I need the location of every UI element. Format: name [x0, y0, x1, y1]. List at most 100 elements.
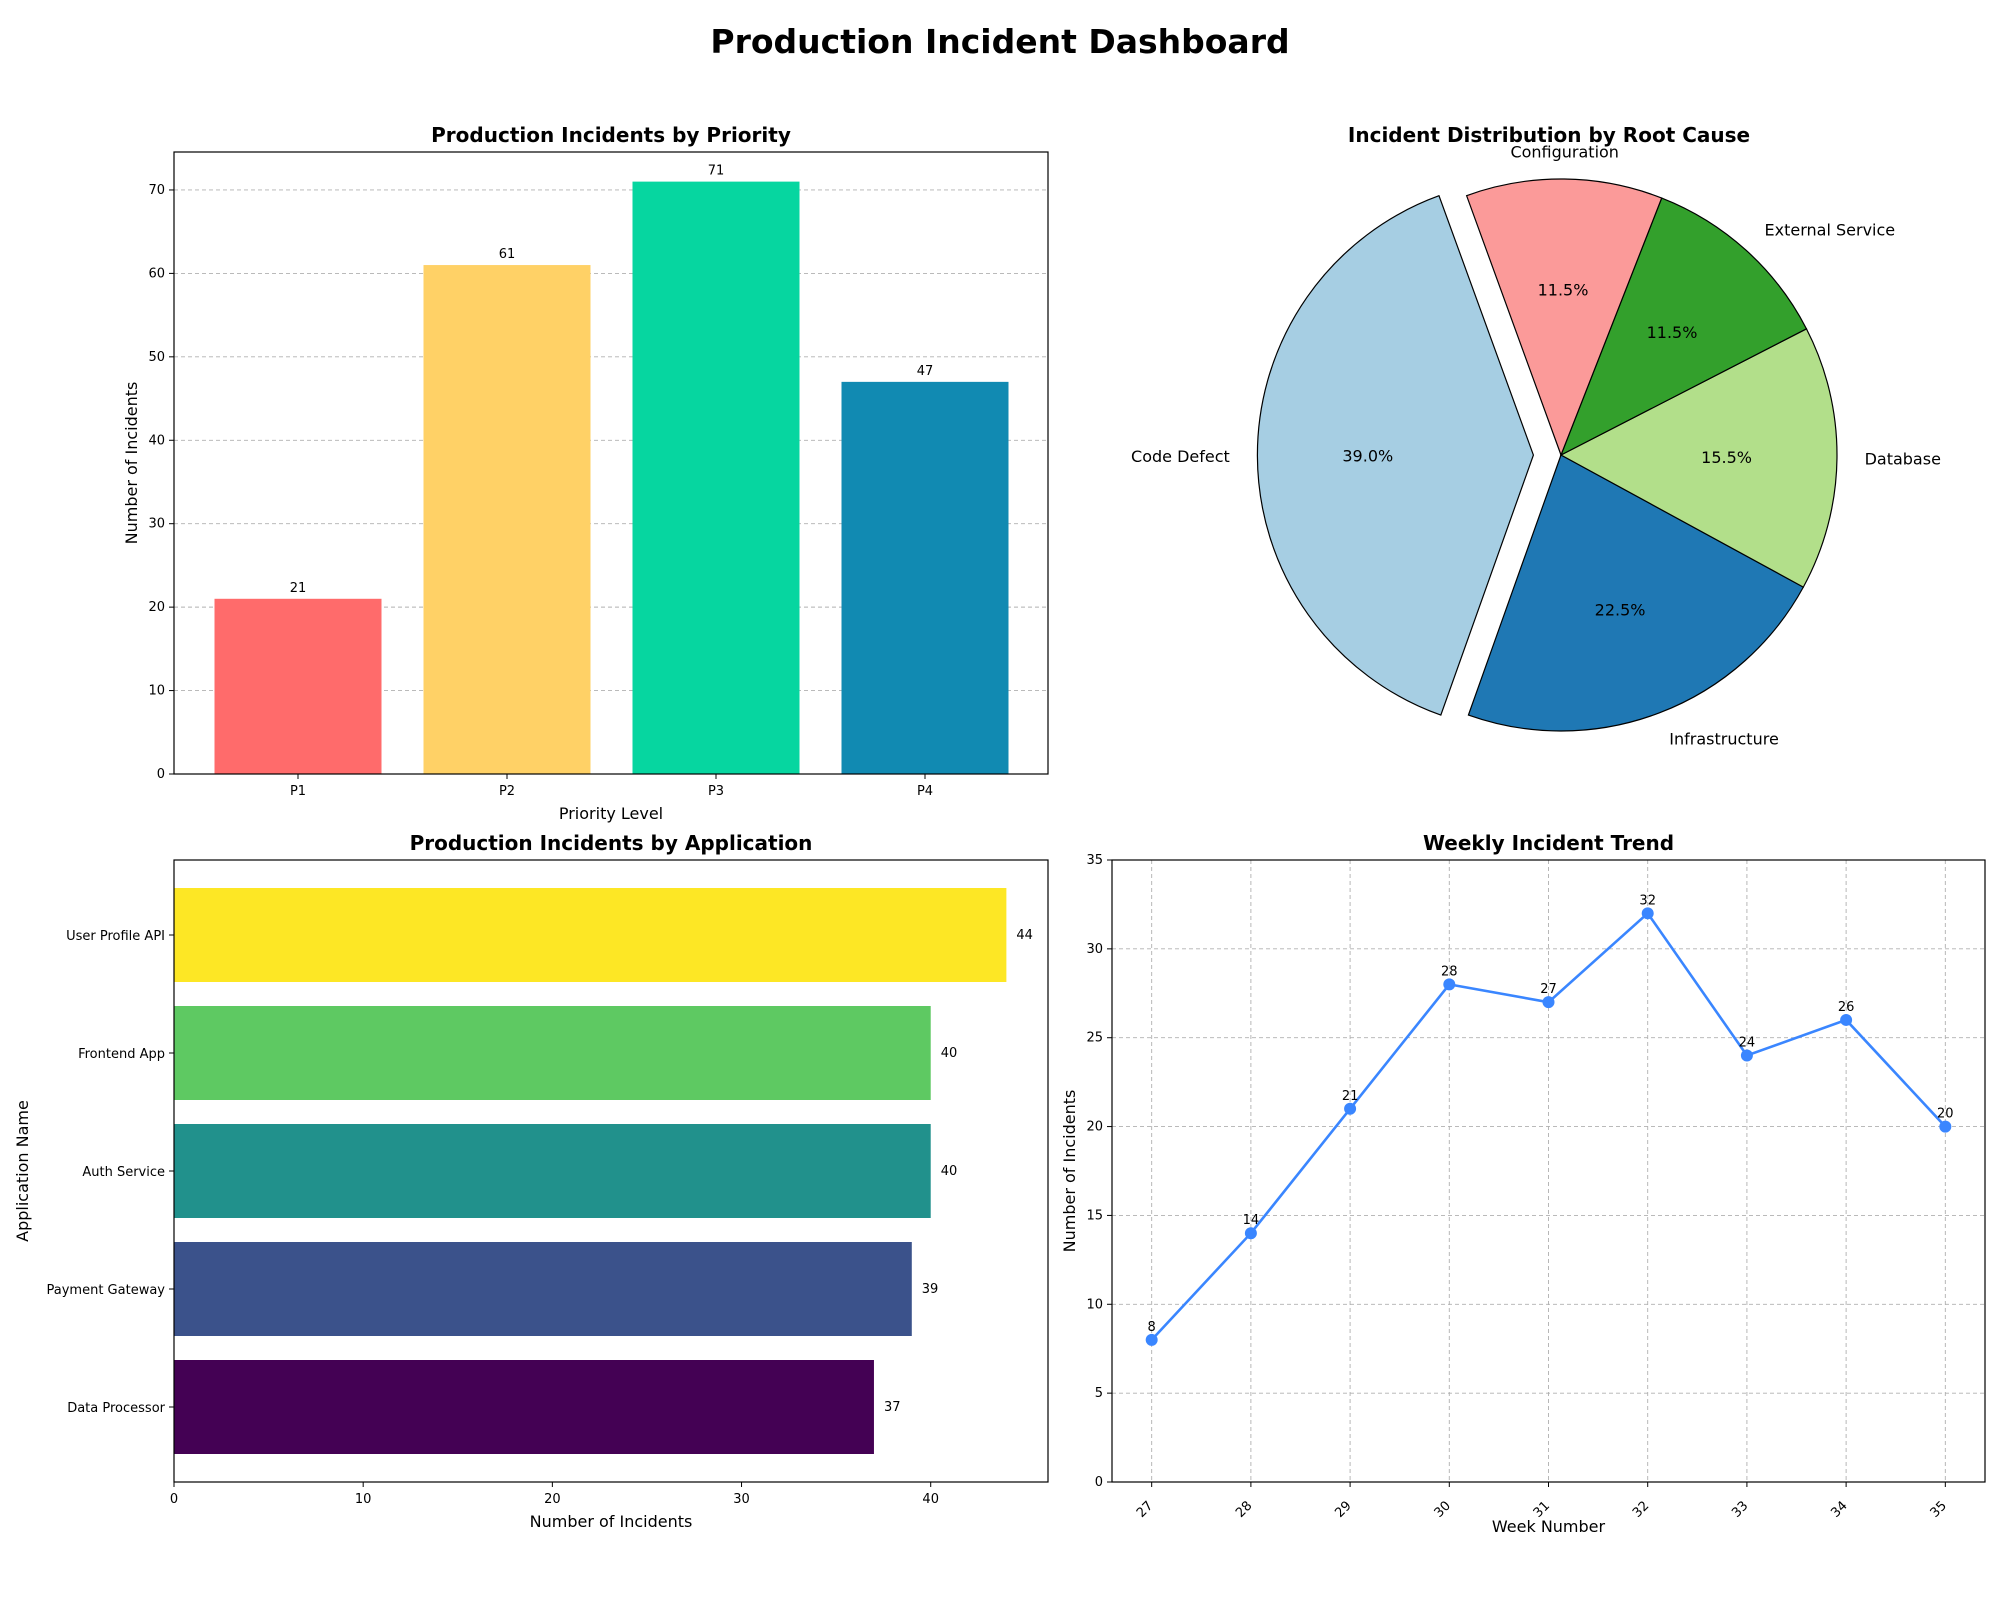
x-tick-label: 20 [544, 1492, 561, 1507]
x-tick-label: P3 [708, 784, 724, 799]
bar-p2 [423, 265, 591, 774]
pie-pct-label: 11.5% [1538, 280, 1589, 299]
x-tick-label: P2 [499, 784, 515, 799]
bar-value-label: 40 [941, 1164, 958, 1179]
y-axis-label: Number of Incidents [1060, 1090, 1079, 1253]
point-value-label: 8 [1148, 1320, 1156, 1335]
y-tick-label: Frontend App [78, 1047, 165, 1062]
data-point [1145, 1333, 1158, 1346]
pie-slice-configuration [1465, 178, 1663, 457]
bar-value-label: 37 [884, 1400, 901, 1415]
y-tick-label: Payment Gateway [47, 1283, 166, 1298]
data-point [1641, 907, 1654, 920]
chart-title: Incident Distribution by Root Cause [1348, 123, 1750, 147]
pie-slice-database [1559, 328, 1838, 588]
point-value-label: 28 [1441, 964, 1458, 979]
pie-slice-code-defect [1256, 194, 1535, 716]
x-tick-label: 27 [1134, 1498, 1156, 1520]
y-tick-label: 25 [1086, 1031, 1103, 1046]
x-axis-label: Number of Incidents [530, 1512, 693, 1531]
x-tick-label: 30 [1432, 1498, 1454, 1520]
point-value-label: 21 [1342, 1089, 1359, 1104]
x-axis-label: Week Number [1492, 1517, 1606, 1536]
bar-value-label: 61 [499, 247, 516, 262]
x-tick-label: 33 [1729, 1498, 1751, 1520]
point-value-label: 20 [1937, 1107, 1954, 1122]
x-tick-label: 0 [170, 1492, 178, 1507]
point-value-label: 26 [1838, 1000, 1855, 1015]
plot-frame [173, 151, 1049, 775]
y-tick-label: Auth Service [82, 1165, 165, 1180]
pie-category-label: Infrastructure [1669, 730, 1778, 749]
bar-p3 [632, 181, 800, 775]
y-tick-label: 20 [148, 600, 165, 615]
data-point [1840, 1013, 1853, 1026]
dashboard-title: Production Incident Dashboard [710, 22, 1290, 61]
y-tick-label: 35 [1086, 853, 1103, 868]
pie-category-label: Database [1865, 450, 1941, 469]
chart-title: Production Incidents by Application [410, 831, 813, 855]
pie-category-label: Code Defect [1131, 447, 1230, 466]
data-point [1542, 996, 1555, 1009]
y-tick-label: 10 [1086, 1297, 1103, 1312]
point-value-label: 32 [1639, 893, 1656, 908]
chart-title: Weekly Incident Trend [1423, 831, 1674, 855]
y-tick-label: 0 [1095, 1475, 1103, 1490]
chart-title: Production Incidents by Priority [431, 123, 791, 147]
y-tick-label: 30 [148, 517, 165, 532]
bar-value-label: 71 [708, 164, 725, 179]
bar-p1 [214, 598, 382, 774]
point-value-label: 14 [1243, 1213, 1260, 1228]
y-tick-label: 30 [1086, 942, 1103, 957]
bar-payment-gateway [174, 1242, 912, 1336]
pie-slice-external-service [1559, 197, 1808, 457]
data-point [1939, 1120, 1952, 1133]
bar-p4 [841, 381, 1009, 774]
y-tick-label: 70 [148, 183, 165, 198]
pie-pct-label: 39.0% [1342, 447, 1393, 466]
y-tick-label: 5 [1095, 1386, 1103, 1401]
y-tick-label: 10 [148, 684, 165, 699]
point-value-label: 27 [1540, 982, 1557, 997]
pie-slice-infrastructure [1467, 454, 1805, 732]
plot-frame [173, 859, 1049, 1483]
x-tick-label: P1 [290, 784, 306, 799]
bar-auth-service [174, 1124, 931, 1218]
y-tick-label: User Profile API [66, 929, 165, 944]
y-tick-label: 0 [157, 767, 165, 782]
bar-value-label: 39 [922, 1282, 939, 1297]
x-tick-label: 29 [1332, 1498, 1354, 1520]
data-point [1740, 1049, 1753, 1062]
pie-pct-label: 15.5% [1701, 448, 1752, 467]
x-tick-label: 40 [922, 1492, 939, 1507]
y-tick-label: 20 [1086, 1120, 1103, 1135]
y-tick-label: 15 [1086, 1208, 1103, 1223]
y-tick-label: Data Processor [67, 1401, 165, 1416]
data-point [1443, 978, 1456, 991]
bar-value-label: 44 [1016, 928, 1033, 943]
y-axis-label: Application Name [13, 1100, 32, 1242]
bar-value-label: 47 [917, 364, 934, 379]
x-tick-label: P4 [917, 784, 933, 799]
y-tick-label: 50 [148, 350, 165, 365]
x-tick-label: 34 [1828, 1498, 1850, 1520]
y-tick-label: 40 [148, 433, 165, 448]
y-tick-label: 60 [148, 266, 165, 281]
y-axis-label: Number of Incidents [122, 382, 141, 545]
x-tick-label: 32 [1630, 1498, 1652, 1520]
bar-value-label: 40 [941, 1046, 958, 1061]
pie-category-label: External Service [1765, 221, 1896, 240]
x-tick-label: 10 [355, 1492, 372, 1507]
point-value-label: 24 [1739, 1035, 1756, 1050]
data-point [1344, 1102, 1357, 1115]
bar-value-label: 21 [290, 581, 307, 596]
x-axis-label: Priority Level [559, 804, 663, 823]
x-tick-label: 30 [733, 1492, 750, 1507]
plot-frame [1111, 859, 1986, 1483]
data-point [1244, 1227, 1257, 1240]
x-tick-label: 28 [1233, 1498, 1255, 1520]
pie-category-label: Configuration [1510, 142, 1619, 161]
